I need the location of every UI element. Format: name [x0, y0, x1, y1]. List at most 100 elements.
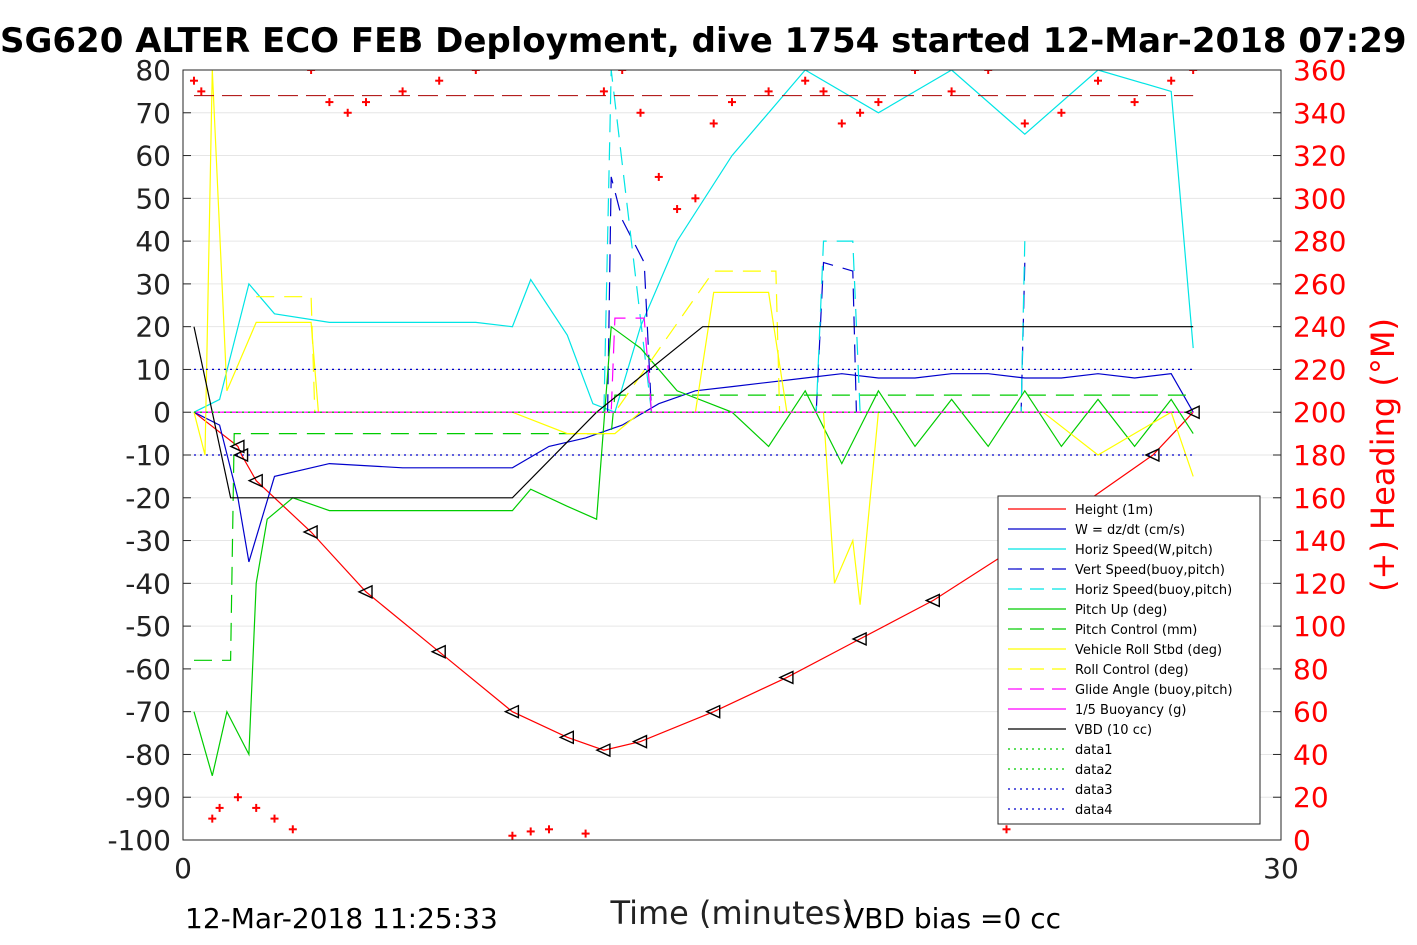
heading-point — [673, 205, 682, 214]
y-tick-label: -10 — [125, 439, 171, 472]
heading-point — [197, 87, 206, 96]
heading-markers — [189, 70, 1198, 840]
legend-label: data4 — [1075, 803, 1113, 818]
series-line-1 — [193, 373, 1194, 563]
legend-label: Horiz Speed(W,pitch) — [1075, 543, 1213, 558]
legend-box — [997, 495, 1261, 825]
height-marker — [247, 473, 263, 488]
heading-point — [837, 119, 846, 128]
right-y-tick-label: 40 — [1293, 738, 1329, 771]
right-y-tick-label: 220 — [1293, 353, 1346, 386]
right-y-tick-label: 100 — [1293, 610, 1346, 643]
heading-point — [764, 87, 773, 96]
height-marker — [595, 743, 611, 758]
heading-point — [545, 825, 553, 834]
series-line-8 — [256, 270, 1194, 413]
y-tick-label: -20 — [125, 482, 171, 515]
legend-label: Roll Control (deg) — [1075, 663, 1189, 678]
heading-point — [636, 108, 645, 117]
x-tick-label: 30 — [1263, 852, 1299, 885]
heading-point — [215, 803, 224, 812]
heading-point — [1167, 76, 1176, 85]
heading-point — [307, 70, 316, 74]
right-y-tick-label: 120 — [1293, 567, 1346, 600]
right-y-tick-label: 200 — [1293, 396, 1346, 429]
right-y-tick-label: 360 — [1293, 54, 1346, 87]
heading-point — [856, 108, 865, 117]
heading-point — [654, 172, 663, 181]
height-marker — [357, 584, 373, 599]
legend-label: data3 — [1075, 783, 1113, 798]
y-tick-label: 30 — [135, 268, 171, 301]
heading-point — [1130, 98, 1139, 107]
legend: Height (1m) W = dz/dt (cm/s) Horiz Speed(W… — [997, 495, 1261, 825]
heading-point — [362, 98, 370, 107]
series-line-5 — [193, 325, 1194, 776]
x-axis-label: Time (minutes) — [610, 894, 854, 932]
right-y-tick-label: 300 — [1293, 182, 1346, 215]
height-marker — [851, 631, 867, 647]
heading-point — [911, 70, 919, 74]
y-tick-label: -90 — [125, 781, 171, 814]
right-y-tick-label: 180 — [1293, 439, 1346, 472]
legend-label: W = dz/dt (cm/s) — [1075, 523, 1185, 538]
heading-point — [526, 827, 535, 836]
heading-point — [691, 194, 700, 203]
footer-start-time: 12-Mar-2018 11:25:33 — [185, 902, 498, 935]
height-marker — [430, 644, 446, 659]
heading-point — [728, 98, 736, 107]
y-tick-label: -30 — [125, 525, 171, 558]
y-tick-label: -70 — [125, 696, 171, 729]
heading-point — [947, 87, 956, 96]
y-tick-label: 60 — [135, 140, 171, 173]
chart-title: SG620 ALTER ECO FEB Deployment, dive 175… — [0, 21, 1407, 61]
x-tick-label: 0 — [174, 852, 192, 885]
y-tick-label: -100 — [107, 824, 171, 857]
heading-point — [471, 70, 480, 74]
legend-label: data2 — [1075, 763, 1113, 778]
heading-point — [252, 803, 261, 812]
legend-label: Vert Speed(buoy,pitch) — [1075, 563, 1225, 578]
height-marker — [232, 447, 249, 463]
heading-point — [189, 76, 198, 85]
y-tick-label: -80 — [125, 738, 171, 771]
right-y-axis-label: (+) Heading (°M) — [1364, 318, 1402, 592]
axes-frame — [182, 69, 1282, 841]
legend-label: Height (1m) — [1075, 503, 1153, 518]
y-tick-label: 50 — [135, 182, 171, 215]
heading-point — [984, 70, 993, 74]
right-y-tick-label: 340 — [1293, 97, 1346, 130]
left-y-tick-labels: 80 70 60 50 40 30 20 10 0 -10 -20 -30 -40 -50 -60 -70 -8… — [107, 54, 171, 857]
height-marker — [302, 524, 318, 540]
right-y-tick-label: 80 — [1293, 653, 1329, 686]
heading-point — [435, 76, 444, 85]
right-y-tick-label: 20 — [1293, 781, 1329, 814]
heading-point — [325, 98, 334, 107]
y-tick-label: 80 — [135, 54, 171, 87]
height-marker — [229, 439, 245, 454]
legend-label: Vehicle Roll Stbd (deg) — [1075, 643, 1222, 658]
heading-point — [801, 76, 810, 85]
right-y-tick-label: 0 — [1293, 824, 1311, 857]
series-line-6 — [194, 394, 1194, 661]
footer-vbd-bias: VBD bias =0 cc — [845, 902, 1061, 935]
y-tick-label: -50 — [125, 610, 171, 643]
heading-point — [398, 87, 407, 96]
heading-point — [1094, 76, 1102, 85]
right-y-tick-label: 320 — [1293, 140, 1346, 173]
right-y-tick-label: 140 — [1293, 525, 1346, 558]
height-marker — [778, 670, 794, 685]
y-tick-label: 40 — [135, 225, 171, 258]
heading-point — [233, 793, 242, 802]
legend-label: 1/5 Buoyancy (g) — [1075, 703, 1186, 718]
heading-point — [343, 108, 352, 117]
y-tick-label: 20 — [135, 311, 171, 344]
heading-point — [709, 119, 718, 128]
legend-label: Pitch Control (mm) — [1075, 623, 1197, 638]
right-y-tick-label: 160 — [1293, 482, 1346, 515]
heading-point — [1002, 825, 1011, 834]
right-y-tick-label: 240 — [1293, 311, 1346, 344]
heading-point — [270, 814, 279, 823]
right-y-tick-label: 60 — [1293, 696, 1329, 729]
